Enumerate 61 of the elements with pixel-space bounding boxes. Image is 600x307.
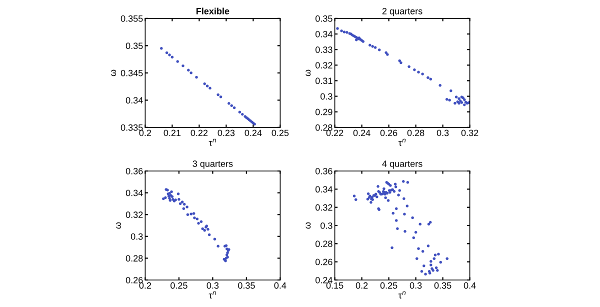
- y-tick-label: 0.36: [126, 168, 143, 174]
- x-tick-label: 0.22: [326, 130, 344, 136]
- x-tick-label: 0.3: [206, 282, 219, 289]
- y-tick-label: 0.36: [316, 168, 332, 174]
- x-tick-label: 0.35: [434, 282, 452, 289]
- y-axis-title: ω: [306, 70, 311, 76]
- y-tick-label: 0.355: [120, 15, 143, 22]
- x-tick-label: 0.3: [436, 130, 449, 136]
- x-tick-label: 0.2: [139, 282, 152, 289]
- y-axis-title: ω: [116, 222, 121, 229]
- y-tick-label: 0.26: [316, 258, 332, 266]
- chart-title: Flexible: [196, 8, 230, 14]
- x-tick-label: 0.32: [461, 130, 478, 136]
- x-tick-label: 0.24: [244, 130, 262, 136]
- y-tick-label: 0.35: [126, 42, 143, 50]
- x-axis-title: τ$^{n}$: [208, 291, 216, 298]
- x-tick-label: 0.22: [190, 130, 208, 136]
- y-tick-label: 0.32: [316, 62, 332, 68]
- x-tick-label: 0.15: [326, 282, 344, 289]
- chart-title: 2 quarters: [382, 8, 422, 16]
- x-tick-label: 0.23: [218, 130, 235, 136]
- y-tick-label: 0.32: [316, 204, 332, 211]
- y-tick-label: 0.34: [316, 186, 332, 193]
- y-tick-label: 0.34: [126, 97, 143, 104]
- y-tick-label: 0.34: [316, 30, 332, 38]
- x-tick-label: 0.35: [238, 282, 255, 289]
- x-tick-label: 0.4: [464, 282, 476, 289]
- x-tick-label: 0.24: [353, 130, 370, 136]
- x-tick-label: 0.3: [410, 282, 422, 289]
- y-tick-label: 0.29: [316, 108, 332, 116]
- x-tick-label: 0.2: [139, 130, 152, 136]
- chart-title: 4 quarters: [382, 160, 422, 169]
- y-axis-title: ω: [111, 70, 116, 76]
- x-tick-label: 0.25: [380, 282, 398, 289]
- x-tick-label: 0.28: [407, 130, 424, 136]
- y-tick-label: 0.3: [320, 93, 332, 100]
- x-axis-title: τ$^{n}$: [398, 138, 406, 146]
- y-tick-label: 0.33: [316, 46, 332, 53]
- y-tick-label: 0.35: [316, 15, 332, 22]
- y-tick-label: 0.31: [316, 78, 332, 84]
- x-tick-label: 0.4: [274, 282, 286, 289]
- y-tick-label: 0.345: [120, 70, 143, 76]
- y-tick-label: 0.26: [126, 276, 143, 284]
- x-axis-title: τ$^{n}$: [398, 291, 406, 298]
- y-tick-label: 0.28: [126, 255, 143, 262]
- y-tick-label: 0.32: [126, 212, 143, 218]
- y-tick-label: 0.24: [316, 276, 332, 284]
- x-axis-title: τ$^{n}$: [208, 138, 216, 146]
- x-tick-label: 0.21: [164, 130, 181, 136]
- y-tick-label: 0.3: [130, 233, 143, 240]
- x-tick-label: 0.2: [356, 282, 368, 289]
- y-tick-label: 0.335: [120, 124, 143, 131]
- x-tick-label: 0.25: [272, 130, 289, 136]
- y-tick-label: 0.28: [316, 124, 332, 131]
- y-tick-label: 0.28: [316, 240, 332, 248]
- x-tick-label: 0.26: [380, 130, 398, 136]
- chart-title: 3 quarters: [192, 160, 233, 169]
- x-tick-label: 0.25: [170, 282, 188, 289]
- y-tick-label: 0.34: [126, 190, 143, 196]
- y-tick-label: 0.3: [320, 222, 332, 229]
- y-axis-title: ω: [306, 222, 311, 229]
